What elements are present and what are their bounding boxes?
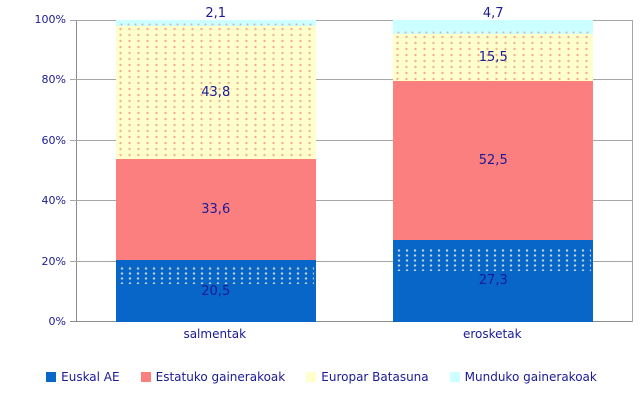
data-label: 20,5 xyxy=(201,283,231,299)
segment-erosketak-1: 52,5 xyxy=(393,81,594,240)
legend-swatch-icon xyxy=(306,372,317,382)
data-label: 4,7 xyxy=(482,6,504,22)
data-label: 2,1 xyxy=(205,6,227,22)
gridline-60 xyxy=(70,139,632,141)
y-tick-label: 80% xyxy=(41,73,66,87)
y-tick-label: 60% xyxy=(41,133,66,147)
gridline-40 xyxy=(70,200,632,202)
x-axis: salmentak erosketak xyxy=(0,327,643,343)
legend-label: Euskal AE xyxy=(61,370,120,384)
legend-swatch-icon xyxy=(449,372,460,382)
y-tick-label: 0% xyxy=(48,315,66,328)
y-tick-label: 40% xyxy=(41,194,66,208)
data-label: 52,5 xyxy=(478,152,508,168)
gridline-100 xyxy=(70,20,632,21)
gridline-20 xyxy=(70,260,632,262)
legend-item: Euskal AE xyxy=(46,370,120,384)
legend-label: Munduko gainerakoak xyxy=(464,370,597,384)
legend-item: Munduko gainerakoak xyxy=(449,370,597,384)
legend-item: Europar Batasuna xyxy=(306,370,429,384)
y-tick-label: 20% xyxy=(41,254,66,268)
segment-erosketak-3: 4,7 xyxy=(393,6,594,35)
legend-item: Estatuko gainerakoak xyxy=(140,370,286,384)
segment-erosketak-0: 27,3 xyxy=(393,239,594,322)
x-category-label: salmentak xyxy=(183,327,247,341)
segment-salmentak-3: 2,1 xyxy=(115,6,316,27)
legend-label: Europar Batasuna xyxy=(321,370,429,384)
x-category-label: erosketak xyxy=(462,327,522,341)
segment-salmentak-1: 33,6 xyxy=(115,158,316,261)
bar-erosketak: 27,3 52,5 15,5 4,7 xyxy=(393,6,594,322)
data-label: 27,3 xyxy=(478,273,508,289)
gridline-80 xyxy=(70,79,632,81)
legend: Euskal AE Estatuko gainerakoak Europar Bat… xyxy=(0,370,643,384)
legend-label: Estatuko gainerakoak xyxy=(155,370,286,384)
gridline-0 xyxy=(70,321,632,322)
legend-swatch-icon xyxy=(140,372,151,382)
segment-salmentak-0: 20,5 xyxy=(115,260,316,322)
data-label: 43,8 xyxy=(201,84,231,100)
plot-area: 20,5 33,6 43,8 2,1 27,3 52,5 15,5 4,7 xyxy=(70,6,633,322)
segment-erosketak-2: 15,5 xyxy=(393,34,594,82)
bar-salmentak: 20,5 33,6 43,8 2,1 xyxy=(115,6,316,322)
segment-salmentak-2: 43,8 xyxy=(115,26,316,159)
data-label: 33,6 xyxy=(201,201,231,217)
y-tick-label: 100% xyxy=(34,13,66,26)
legend-swatch-icon xyxy=(46,372,57,382)
data-label: 15,5 xyxy=(478,50,508,66)
